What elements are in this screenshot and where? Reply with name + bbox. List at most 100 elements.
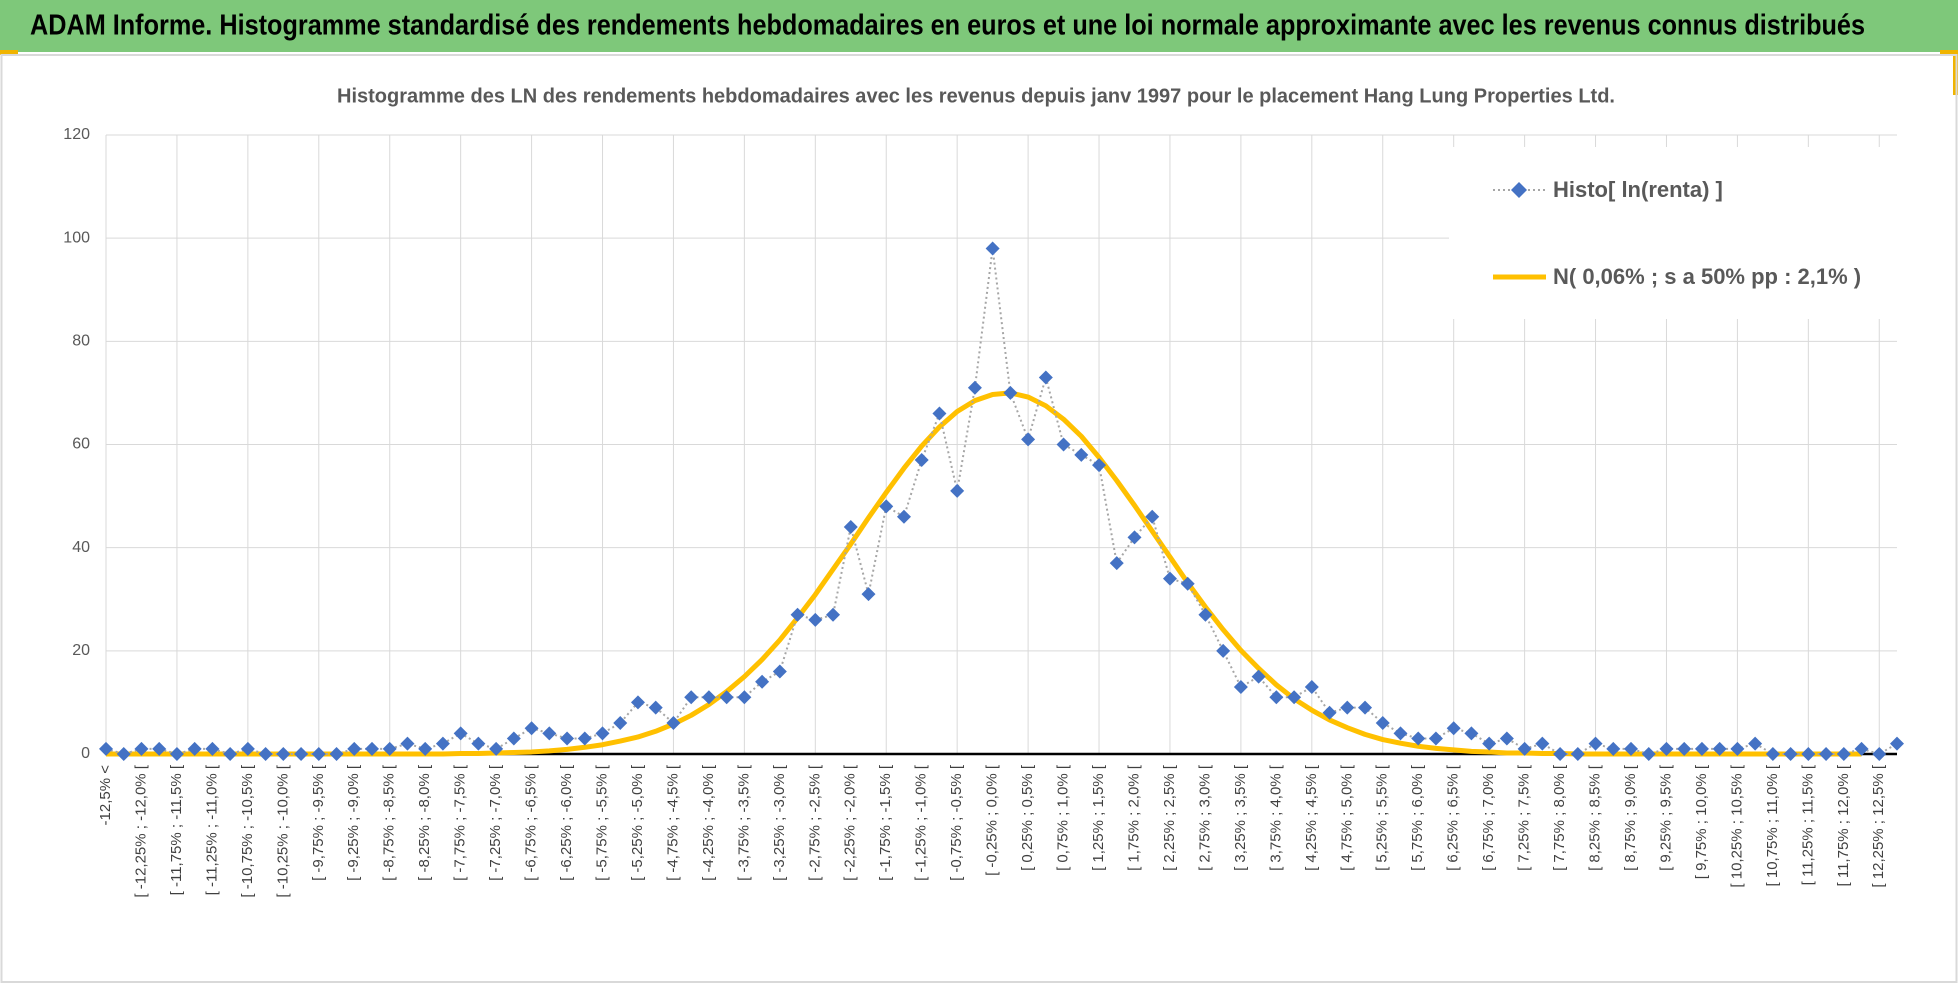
data-point xyxy=(1287,690,1302,705)
plot: 0 20 40 60 80 100 120 -12,5% < [ -12,25% ; -12,0… xyxy=(63,126,1904,898)
x-tick-label: [ 1,75% ; 2,0% [ xyxy=(1125,764,1142,871)
data-point xyxy=(1624,741,1639,756)
data-point xyxy=(187,741,202,756)
data-point xyxy=(116,747,131,761)
data-point xyxy=(577,731,592,746)
data-point xyxy=(967,380,982,395)
data-point xyxy=(471,736,486,751)
x-tick-label: [ 5,25% ; 5,5% [ xyxy=(1374,764,1391,871)
data-point xyxy=(843,520,858,535)
data-point xyxy=(648,700,663,715)
x-tick-label: [ -8,75% ; -8,5% [ xyxy=(381,764,398,881)
x-tick-label: [ -11,25% ; -11,0% [ xyxy=(203,764,220,895)
data-point xyxy=(400,736,415,751)
data-point xyxy=(1819,747,1834,761)
x-tick-label: [ -9,25% ; -9,0% [ xyxy=(345,764,362,881)
y-tick-label: 120 xyxy=(63,126,90,143)
x-tick-label: [ -11,75% ; -11,5% [ xyxy=(168,764,185,895)
data-point xyxy=(560,731,575,746)
data-point xyxy=(1162,571,1177,586)
x-tick-label: [ 8,25% ; 8,5% [ xyxy=(1587,764,1604,871)
x-tick-label: [ 0,75% ; 1,0% [ xyxy=(1055,764,1072,871)
x-tick-label: [ -4,25% ; -4,0% [ xyxy=(700,764,717,881)
corner-mark xyxy=(0,50,18,55)
data-point xyxy=(1464,726,1479,741)
page-title: ADAM Informe. Histogramme standardisé de… xyxy=(30,10,1865,42)
data-point xyxy=(347,741,362,756)
data-point xyxy=(737,690,752,705)
x-tick-label: [ 7,75% ; 8,0% [ xyxy=(1551,764,1568,871)
legend-key xyxy=(1511,182,1527,198)
x-tick-label: [ -2,75% ; -2,5% [ xyxy=(806,764,823,881)
data-point xyxy=(1056,437,1071,452)
data-point xyxy=(1765,747,1780,761)
chart-frame xyxy=(0,54,1958,983)
data-point xyxy=(311,747,326,761)
data-point xyxy=(1180,576,1195,591)
x-tick-label: -12,5% < xyxy=(97,765,114,826)
x-tick-label: [ 8,75% ; 9,0% [ xyxy=(1622,764,1639,871)
corner-mark xyxy=(1940,50,1958,55)
data-point xyxy=(630,695,645,710)
x-tick-label: [ 10,25% ; 10,5% [ xyxy=(1728,764,1745,887)
x-tick-label: [ -5,25% ; -5,0% [ xyxy=(629,764,646,881)
data-point xyxy=(1251,669,1266,684)
legend-background xyxy=(1449,147,1899,319)
data-point xyxy=(772,664,787,679)
data-point xyxy=(985,241,1000,256)
x-tick-label: [ -3,75% ; -3,5% [ xyxy=(735,764,752,881)
data-point xyxy=(1783,747,1798,761)
data-point xyxy=(1482,736,1497,751)
y-tick-label: 60 xyxy=(72,436,90,453)
x-tick-label: [ 11,75% ; 12,0% [ xyxy=(1835,764,1852,886)
data-point xyxy=(790,607,805,622)
x-tick-label: [ -6,75% ; -6,5% [ xyxy=(523,764,540,881)
x-tick-label: [ 4,75% ; 5,0% [ xyxy=(1338,764,1355,871)
data-point xyxy=(240,741,255,756)
data-point xyxy=(1606,741,1621,756)
data-point xyxy=(1854,741,1869,756)
data-point xyxy=(489,741,504,756)
data-point xyxy=(1092,458,1107,473)
data-point xyxy=(1375,716,1390,731)
data-point xyxy=(1411,731,1426,746)
data-point xyxy=(1553,747,1568,761)
data-point xyxy=(1109,556,1124,571)
data-point xyxy=(684,690,699,705)
data-point xyxy=(205,741,220,756)
x-tick-label: [ -4,75% ; -4,5% [ xyxy=(664,764,681,881)
x-tick-label: [ 7,25% ; 7,5% [ xyxy=(1516,764,1533,871)
data-point xyxy=(1322,705,1337,720)
y-tick-label: 20 xyxy=(72,642,90,659)
x-tick-label: [ 5,75% ; 6,0% [ xyxy=(1409,764,1426,871)
data-point xyxy=(1499,731,1514,746)
x-tick-label: [ 12,25% ; 12,5% [ xyxy=(1870,764,1887,887)
chart-title: Histogramme des LN des rendements hebdom… xyxy=(337,85,1615,107)
data-point xyxy=(1145,509,1160,524)
x-tick-label: [ -2,25% ; -2,0% [ xyxy=(842,764,859,881)
x-tick-label: [ -7,75% ; -7,5% [ xyxy=(452,764,469,881)
data-point xyxy=(826,607,841,622)
data-point xyxy=(169,747,184,761)
data-point xyxy=(134,741,149,756)
y-tick-label: 40 xyxy=(72,539,90,556)
data-point xyxy=(914,452,929,467)
data-point xyxy=(861,587,876,602)
data-point xyxy=(435,736,450,751)
data-point xyxy=(382,741,397,756)
legend-label: N( 0,06% ; s a 50% pp : 2,1% ) xyxy=(1553,264,1861,289)
data-point xyxy=(1677,741,1692,756)
x-tick-label: [ -0,75% ; -0,5% [ xyxy=(948,764,965,881)
x-tick-label: [ -12,25% ; -12,0% [ xyxy=(132,764,149,897)
x-tick-label: [ -6,25% ; -6,0% [ xyxy=(558,764,575,881)
data-point xyxy=(1003,385,1018,400)
data-point xyxy=(1428,731,1443,746)
data-point xyxy=(542,726,557,741)
x-tick-label: [ -5,75% ; -5,5% [ xyxy=(593,764,610,881)
x-tick-label: [ 6,75% ; 7,0% [ xyxy=(1480,764,1497,871)
x-tick-label: [ -8,25% ; -8,0% [ xyxy=(416,764,433,881)
x-tick-label: [ 11,25% ; 11,5% [ xyxy=(1799,764,1816,885)
data-point xyxy=(666,716,681,731)
x-tick-label: [ 3,75% ; 4,0% [ xyxy=(1267,764,1284,871)
